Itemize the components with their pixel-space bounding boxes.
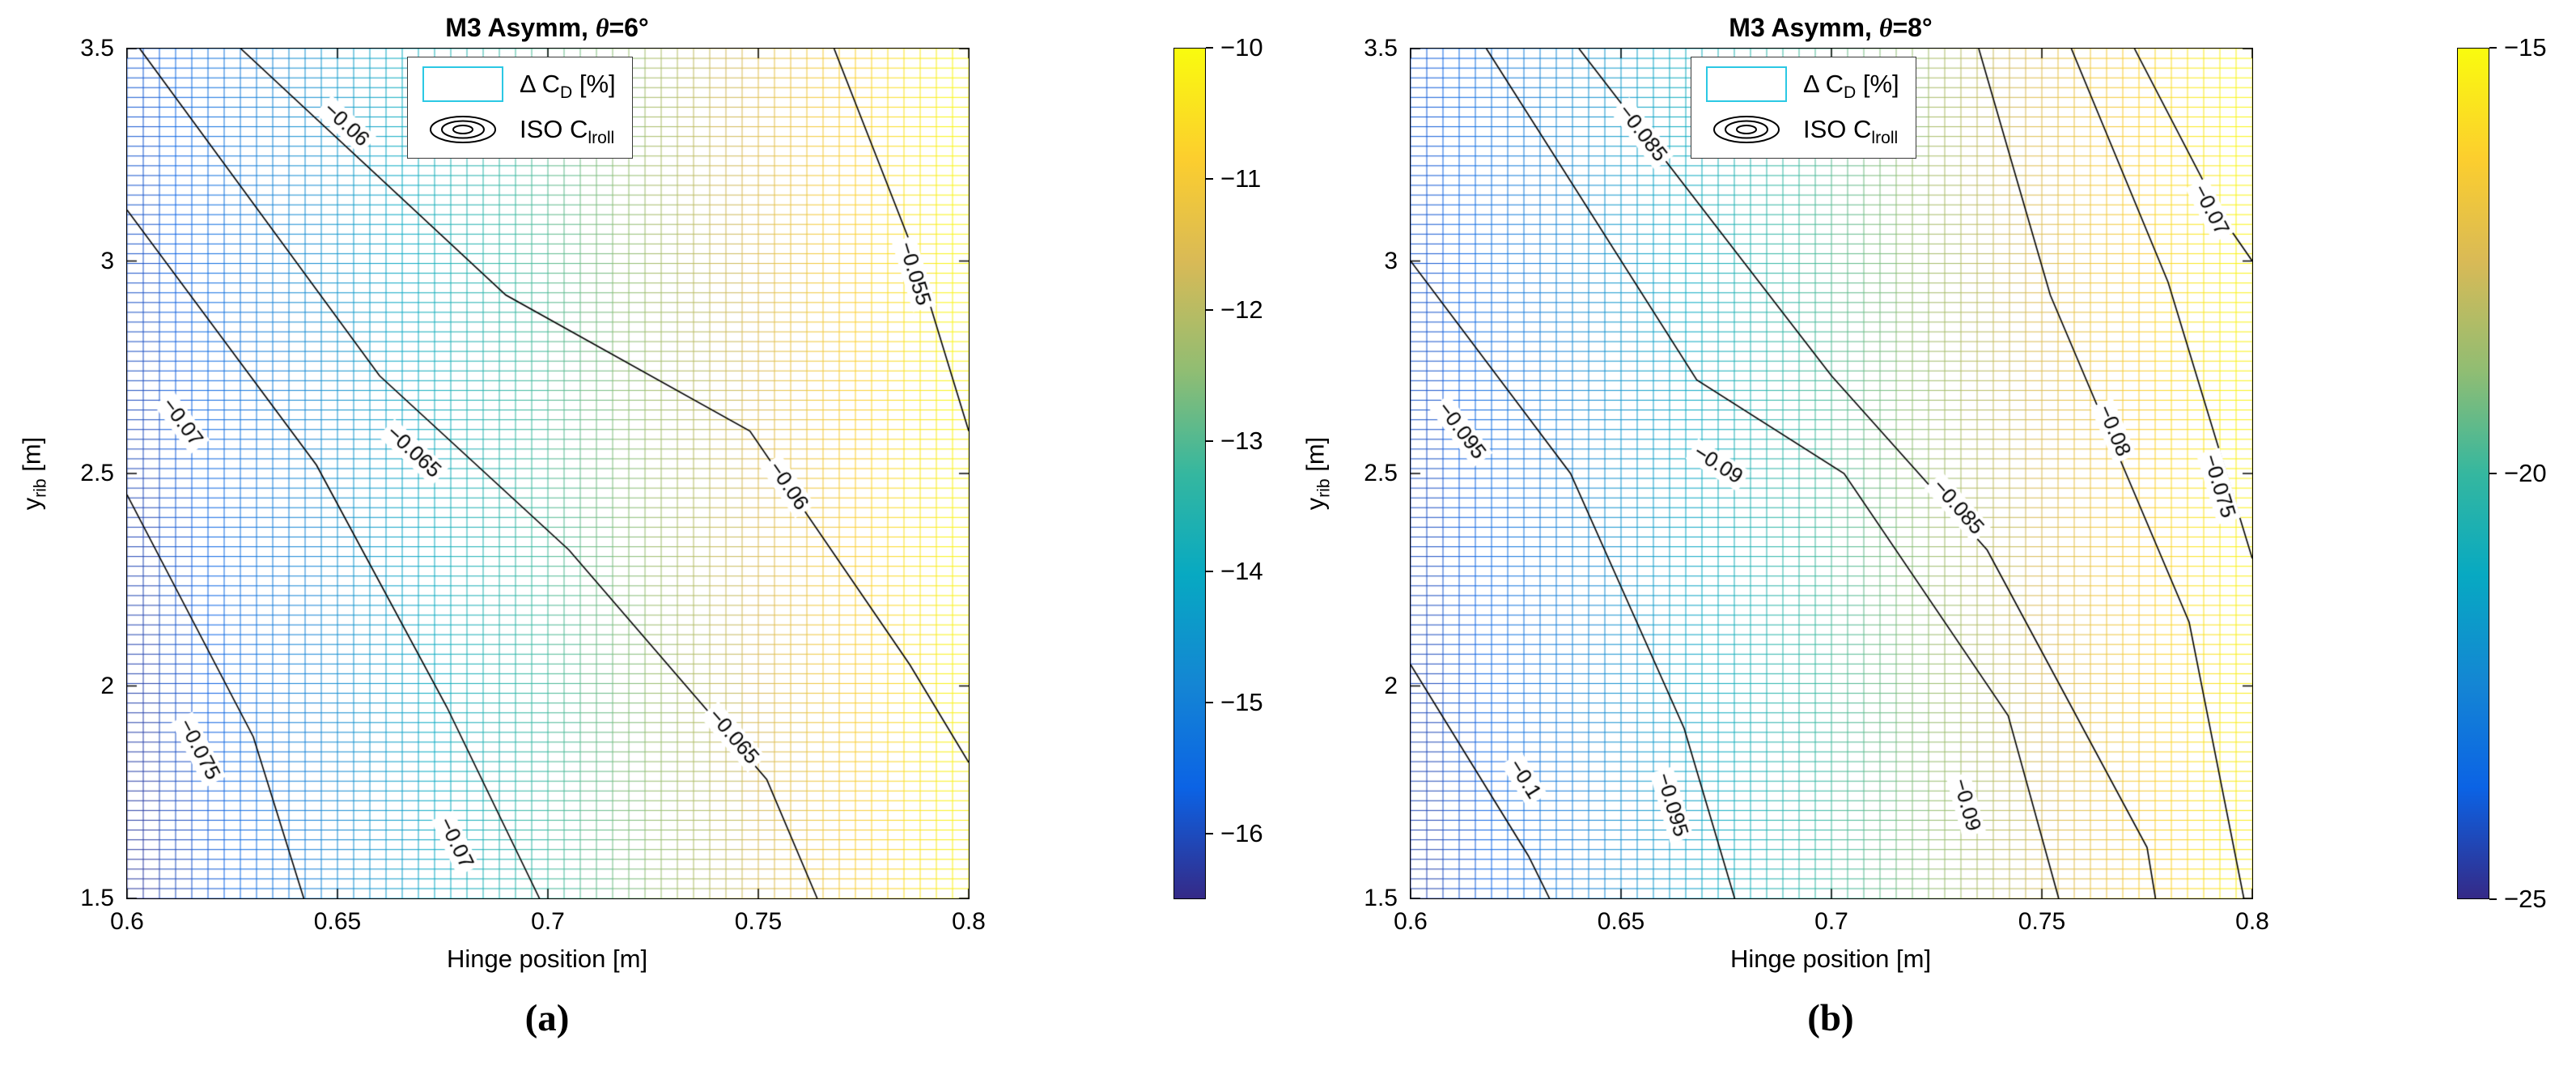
colorbar-tick-mark	[1206, 439, 1213, 442]
colorbar-tick-mark	[1206, 702, 1213, 704]
legend-icon-wrap	[419, 64, 507, 104]
colorbar-tick-label: −14	[1220, 557, 1263, 586]
x-tick-label: 0.65	[1597, 908, 1645, 935]
y-label-sub: rib	[31, 478, 50, 498]
legend-icon-wrap	[419, 109, 507, 150]
plot-area-a: 1.5 2 2.5 3 3.5 0.6 0.65 0.7 0.75 0.8 Δ CD [%]	[80, 35, 986, 935]
legend-label-delta-cd: Δ CD [%]	[1803, 70, 1899, 103]
plot-title-a: M3 Asymm, θ=6°	[126, 13, 968, 43]
legend-label-iso-clroll: ISO Clroll	[520, 115, 615, 148]
colorbar-tick-mark	[2489, 47, 2497, 49]
y-axis-label: yrib [m]	[17, 436, 50, 511]
delta-cd-swatch	[1706, 66, 1787, 102]
iso-clroll-icon	[430, 116, 496, 143]
y-label-sub: rib	[1314, 478, 1334, 498]
legend-item-iso-clroll: ISO Clroll	[419, 109, 616, 150]
legend-a: Δ CD [%] ISO Clroll	[407, 57, 633, 159]
x-tick-label: 0.75	[734, 908, 783, 935]
colorbar-gradient	[2457, 48, 2489, 899]
iso-clroll-icon	[1713, 116, 1780, 143]
caption-b: (b)	[1807, 997, 1854, 1039]
legend-item-delta-cd: Δ CD [%]	[419, 64, 616, 104]
contour-plot-b	[1411, 49, 2252, 898]
y-axis-label: yrib [m]	[1301, 436, 1334, 511]
colorbar-tick-label: −13	[1220, 426, 1263, 455]
legend-icon-wrap	[1703, 109, 1790, 150]
y-label-unit: [m]	[1301, 436, 1330, 479]
colorbar-tick-mark	[1206, 308, 1213, 311]
colorbar-tick-mark	[1206, 177, 1213, 180]
x-tick-label: 0.7	[531, 908, 565, 935]
colorbar-tick-label: −15	[1220, 688, 1263, 717]
colorbar-tick-label: −20	[2504, 459, 2547, 487]
x-tick-label: 0.7	[1814, 908, 1848, 935]
title-text: M3 Asymm,	[1729, 13, 1879, 42]
panel-a: M3 Asymm, θ=6° yrib [m] 1.5 2 2.5 3 3.5 0.6 0…	[11, 13, 1274, 1087]
contour-plot-a	[127, 49, 969, 898]
colorbar-tick-label: −16	[1220, 819, 1263, 848]
colorbar-tick-label: −11	[1220, 163, 1262, 193]
theta-symbol: θ	[595, 13, 609, 42]
colorbar-tick-label: −25	[2504, 885, 2547, 913]
caption-a: (a)	[524, 997, 570, 1039]
plot-row-a: yrib [m] 1.5 2 2.5 3 3.5 0.6 0.65 0.7 0.75 0.8 Δ…	[11, 33, 1274, 935]
colorbar-tick-mark	[2489, 898, 2497, 900]
colorbar-tick-mark	[2489, 473, 2497, 474]
x-tick-labels-b: 0.6 0.65 0.7 0.75 0.8	[1394, 898, 2269, 939]
y-axis-label-col-a: yrib [m]	[11, 49, 126, 898]
y-label-base: y	[17, 497, 46, 511]
legend-item-delta-cd: Δ CD [%]	[1703, 64, 1899, 104]
colorbar-b: −15 −20 −25	[2457, 33, 2547, 913]
title-angle: =6°	[609, 13, 649, 42]
colorbar-tick-mark	[1206, 47, 1213, 49]
theta-symbol: θ	[1878, 13, 1893, 42]
title-text: M3 Asymm,	[445, 13, 596, 42]
colorbar-gradient	[1173, 48, 1206, 899]
colorbar-tick-label: −15	[2504, 33, 2547, 62]
plot-title-b: M3 Asymm, θ=8°	[1410, 13, 2251, 43]
legend-icon-wrap	[1703, 64, 1790, 104]
panel-b: M3 Asymm, θ=8° yrib [m] 1.5 2 2.5 3 3.5 0.6 0…	[1295, 13, 2557, 1087]
x-tick-label: 0.6	[1394, 908, 1428, 935]
legend-label-delta-cd: Δ CD [%]	[520, 70, 616, 103]
y-axis-label-col-b: yrib [m]	[1295, 49, 1410, 898]
title-angle: =8°	[1892, 13, 1933, 42]
x-tick-label: 0.8	[2235, 908, 2269, 935]
colorbar-tick-label: −12	[1220, 295, 1263, 324]
colorbar-a: −10 −11 −12 −13 −14 −15 −16	[1173, 33, 1263, 899]
legend-label-iso-clroll: ISO Clroll	[1803, 115, 1899, 148]
delta-cd-swatch	[422, 66, 503, 102]
y-label-unit: [m]	[17, 436, 46, 479]
x-axis-label-b: Hinge position [m]	[1729, 945, 1932, 973]
legend-b: Δ CD [%] ISO Clroll	[1691, 57, 1916, 159]
y-label-base: y	[1301, 497, 1330, 511]
x-tick-label: 0.75	[2018, 908, 2066, 935]
x-tick-label: 0.8	[952, 908, 986, 935]
colorbar-tick-mark	[1206, 571, 1213, 573]
colorbar-tick-mark	[1206, 833, 1213, 835]
plot-area-b: 1.5 2 2.5 3 3.5 0.6 0.65 0.7 0.75 0.8 Δ CD [%]	[1364, 35, 2269, 935]
x-tick-labels-a: 0.6 0.65 0.7 0.75 0.8	[110, 898, 986, 939]
legend-item-iso-clroll: ISO Clroll	[1703, 109, 1899, 150]
plot-row-b: yrib [m] 1.5 2 2.5 3 3.5 0.6 0.65 0.7 0.75 0.8 Δ…	[1295, 33, 2557, 935]
colorbar-tick-label: −10	[1220, 33, 1263, 62]
x-tick-label: 0.65	[313, 908, 362, 935]
x-tick-label: 0.6	[110, 908, 144, 935]
x-axis-label-a: Hinge position [m]	[446, 945, 648, 973]
